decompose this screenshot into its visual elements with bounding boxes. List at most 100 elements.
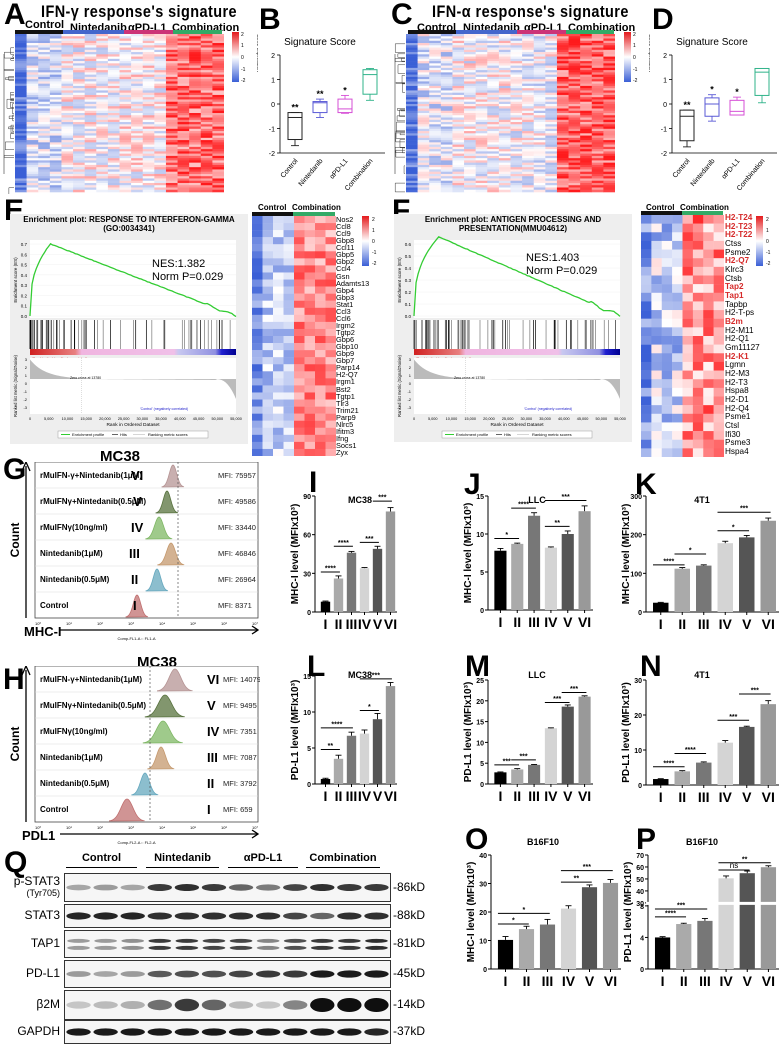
heatmap-cell <box>84 122 97 125</box>
box <box>704 97 720 117</box>
heatmap-cell <box>703 310 714 319</box>
heatmap-cell <box>533 135 546 139</box>
blot-bands <box>67 938 388 950</box>
heatmap-cell <box>49 176 62 179</box>
heatmap-cell <box>651 258 662 268</box>
x-tick-label: II <box>680 973 688 989</box>
y-tick-label: 20 <box>479 910 487 917</box>
heatmap-cell <box>452 52 465 55</box>
heatmap-cell <box>452 81 465 84</box>
ranking-metric-area <box>414 359 620 399</box>
protein-name: p-STAT3 <box>13 874 60 888</box>
heatmap-cell <box>315 265 326 273</box>
heatmap-cell <box>73 108 85 112</box>
heatmap-cell <box>38 70 51 73</box>
heatmap-cell <box>682 405 694 414</box>
heatmap-cell <box>651 439 662 449</box>
roman-numeral: VI <box>207 672 219 687</box>
heatmap-cell <box>165 90 178 93</box>
heatmap-cell <box>15 70 27 73</box>
heatmap-cell <box>177 182 190 186</box>
heatmap-cell <box>15 49 27 53</box>
heatmap-cell <box>406 81 418 84</box>
heatmap-cell <box>429 180 442 184</box>
heatmap-cell <box>510 49 523 53</box>
heatmap-cell <box>131 106 144 109</box>
heatmap-cell <box>38 38 51 42</box>
heatmap-cell <box>200 85 213 89</box>
blot-band <box>364 970 389 978</box>
heatmap-cell <box>119 164 132 168</box>
heatmap-cell <box>189 178 202 182</box>
heatmap-cell <box>429 101 442 105</box>
heatmap-cell <box>580 101 593 105</box>
heatmap-cell <box>498 144 511 148</box>
heatmap-cell <box>96 52 109 55</box>
heatmap-cell <box>119 94 132 98</box>
heatmap-cell <box>212 173 224 177</box>
heatmap-cell <box>212 185 224 188</box>
heatmap-cell <box>498 158 511 161</box>
heatmap-cell <box>498 52 511 55</box>
heatmap-cell <box>154 94 167 98</box>
heatmap-cell <box>154 83 167 87</box>
heatmap-cell <box>273 371 284 379</box>
heatmap-cell <box>603 162 615 166</box>
heatmap-cell <box>154 63 167 66</box>
x-tick-label: 25,000 <box>118 417 130 421</box>
heatmap-cell <box>545 126 558 130</box>
legend-item: Hits <box>120 432 127 437</box>
heatmap-cell <box>200 40 213 44</box>
heatmap-cell <box>603 54 615 57</box>
dendrogram-branch <box>394 43 405 53</box>
heatmap-cell <box>15 146 27 150</box>
heatmap-cell <box>556 126 569 130</box>
heatmap-cell <box>119 56 132 60</box>
heatmap-cell <box>713 284 724 293</box>
heatmap-cell <box>26 101 39 105</box>
heatmap-cell <box>262 300 274 308</box>
heatmap-cell <box>672 387 683 397</box>
heatmap-cell <box>84 119 97 123</box>
x-tick-label: IV <box>544 788 558 804</box>
group-bar-apdl1 <box>124 30 173 34</box>
significance-label: * <box>732 524 735 531</box>
box <box>362 69 378 95</box>
hm-e-group-control: Control <box>258 203 287 212</box>
heatmap-cell <box>417 164 430 168</box>
heatmap-cell <box>440 142 453 145</box>
heatmap-cell <box>429 155 442 159</box>
heatmap-cell <box>452 189 465 193</box>
heatmap-cell <box>304 216 316 224</box>
heatmap-cell <box>429 140 442 143</box>
heatmap-cell <box>591 122 604 125</box>
heatmap-cell <box>440 40 453 44</box>
y-tick-label: 15 <box>476 720 484 727</box>
heatmap-cell <box>440 49 453 53</box>
blot-band <box>66 971 91 977</box>
heatmap-cell <box>73 90 85 93</box>
heatmap-cell <box>661 448 673 457</box>
heatmap-cell <box>661 370 673 380</box>
blot-strip <box>64 960 391 988</box>
heatmap-cell <box>84 56 97 60</box>
heatmap-cell <box>417 110 430 114</box>
heatmap-cell <box>212 74 224 78</box>
heatmap-cell <box>591 169 604 172</box>
heatmap-cell <box>165 140 178 143</box>
blot-band <box>255 1001 281 1009</box>
heatmap-cell <box>568 160 581 163</box>
heatmap-cell <box>177 133 190 136</box>
heatmap-cell <box>498 135 511 139</box>
heatmap-cell <box>154 158 167 161</box>
heatmap-cell <box>487 187 500 191</box>
heatmap-cell <box>142 99 155 103</box>
heatmap-cell <box>252 286 263 294</box>
heatmap-cell <box>154 47 167 51</box>
bar <box>494 772 507 784</box>
heatmap-cell <box>452 92 465 96</box>
heatmap-cell <box>417 135 430 139</box>
heatmap-cell <box>533 155 546 159</box>
y-tick-label: 30 <box>479 882 487 889</box>
